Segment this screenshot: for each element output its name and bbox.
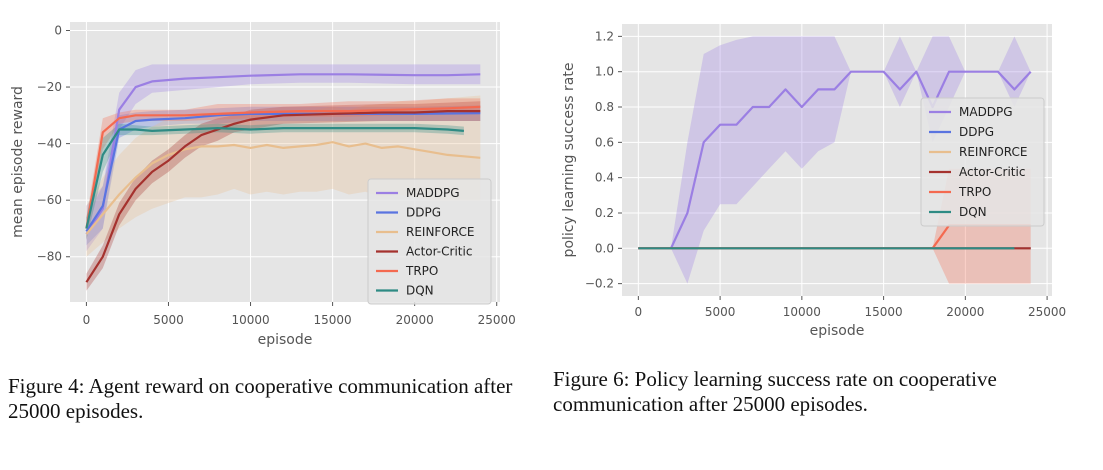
y-tick-label: 0.0 (595, 241, 614, 255)
y-tick-label: −60 (37, 193, 62, 207)
legend-label-reinforce: REINFORCE (406, 225, 474, 239)
y-tick-label: −40 (37, 137, 62, 151)
y-tick-label: 1.2 (595, 29, 614, 43)
legend-label-reinforce: REINFORCE (959, 145, 1027, 159)
legend-box (920, 97, 1045, 227)
legend-label-actor-critic: Actor-Critic (406, 245, 472, 259)
y-axis-label: mean episode reward (10, 86, 26, 238)
series-line-maddpg (85, 73, 481, 235)
series-line-dqn (85, 127, 464, 229)
figure-6-caption: Figure 6: Policy learning success rate o… (553, 367, 997, 416)
x-tick-label: 0 (83, 313, 91, 327)
band-ddpg (86, 105, 481, 246)
x-tick-label: 5000 (153, 313, 184, 327)
legend-label-dqn: DQN (406, 284, 434, 298)
figure-4-caption: Figure 4: Agent reward on cooperative co… (8, 374, 513, 423)
reward-chart: 0 5000 10000 15000 20000 25000 0 −20 −40 −60 −80 ep… (10, 22, 516, 348)
legend-label-ddpg: DDPG (959, 125, 994, 139)
legend: MADDPG DDPG REINFORCE Actor-Critic TRPO DQN (367, 178, 492, 305)
legend-label-ddpg: DDPG (406, 206, 441, 220)
y-tick-label: 0.4 (595, 171, 614, 185)
y-tick-label: 0.6 (595, 135, 614, 149)
x-tick-label: 15000 (865, 305, 903, 319)
y-tick-label: 0.2 (595, 206, 614, 220)
legend-label-maddpg: MADDPG (959, 105, 1013, 119)
legend-label-trpo: TRPO (958, 185, 991, 199)
y-tick-label: −20 (37, 80, 62, 94)
legend-label-actor-critic: Actor-Critic (959, 165, 1025, 179)
x-tick-label: 25000 (478, 313, 516, 327)
band-maddpg (86, 64, 481, 252)
x-tick-label: 25000 (1028, 305, 1066, 319)
y-tick-label: 0.8 (595, 100, 614, 114)
x-tick-label: 20000 (946, 305, 984, 319)
success-rate-chart: 0 5000 10000 15000 20000 25000 −0.2 0.0 0.2 0.4 0.… (561, 24, 1066, 339)
series-line-maddpg (638, 70, 1032, 250)
x-tick-label: 10000 (783, 305, 821, 319)
series-line-reinforce (85, 141, 481, 235)
y-tick-label: −80 (37, 250, 62, 264)
legend-label-maddpg: MADDPG (406, 186, 460, 200)
x-axis-label: episode (810, 323, 865, 339)
x-tick-label: 10000 (231, 313, 269, 327)
legend-label-dqn: DQN (959, 205, 987, 219)
x-axis-label: episode (258, 332, 313, 348)
y-tick-label: 0 (54, 23, 62, 37)
y-tick-label: 1.0 (595, 65, 614, 79)
y-axis-label: policy learning success rate (561, 63, 577, 258)
y-tick-label: −0.2 (585, 277, 614, 291)
x-tick-label: 15000 (314, 313, 352, 327)
legend-label-trpo: TRPO (405, 264, 438, 278)
legend-box (367, 178, 492, 305)
x-tick-label: 0 (635, 305, 643, 319)
band-reinforce (86, 95, 481, 257)
series-line-actor-critic (85, 110, 481, 283)
x-tick-label: 20000 (396, 313, 434, 327)
x-tick-label: 5000 (705, 305, 736, 319)
legend: MADDPG DDPG REINFORCE Actor-Critic TRPO DQN (920, 97, 1045, 227)
series-line-trpo (85, 105, 481, 229)
